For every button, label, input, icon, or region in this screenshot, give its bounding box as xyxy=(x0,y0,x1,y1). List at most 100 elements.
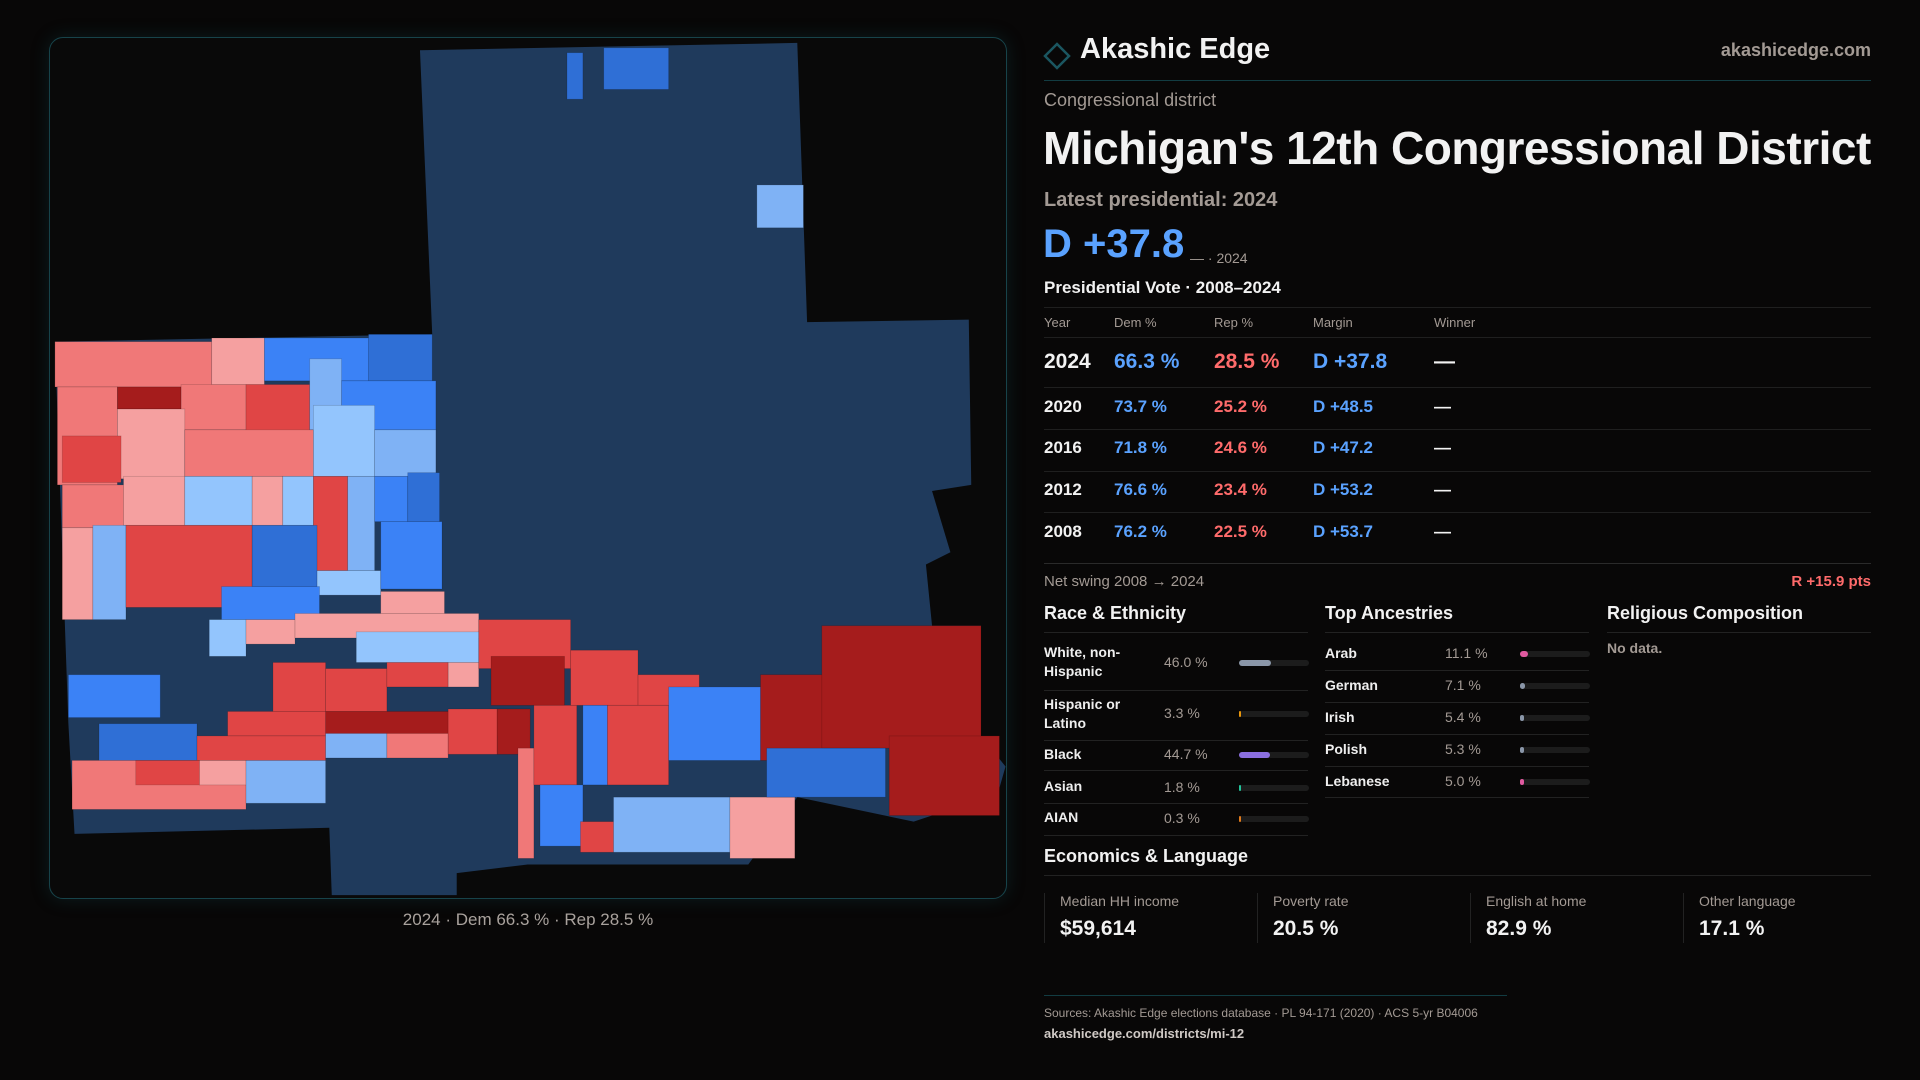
demo-value: 7.1 % xyxy=(1445,677,1481,693)
precinct-map-svg[interactable] xyxy=(50,38,1007,899)
column-header: Winner xyxy=(1434,315,1476,330)
cell-year: 2008 xyxy=(1044,522,1082,541)
precinct[interactable] xyxy=(447,708,498,755)
precinct[interactable] xyxy=(251,475,284,526)
precinct[interactable] xyxy=(668,686,761,761)
progress-fill xyxy=(1520,779,1524,785)
precinct[interactable] xyxy=(380,591,445,614)
race-title: Race & Ethnicity xyxy=(1044,603,1187,623)
precinct[interactable] xyxy=(580,821,614,853)
precinct[interactable] xyxy=(245,619,296,645)
precinct[interactable] xyxy=(325,733,388,759)
precinct[interactable] xyxy=(117,386,182,410)
precinct[interactable] xyxy=(760,674,825,761)
stat-card: Median HH income $59,614 xyxy=(1044,893,1257,943)
precinct[interactable] xyxy=(221,586,320,620)
progress-track xyxy=(1239,785,1309,791)
footer-divider xyxy=(1044,995,1507,996)
swing-value: R +15.9 pts xyxy=(1791,573,1871,590)
precinct[interactable] xyxy=(325,668,388,712)
stat-value: 82.9 % xyxy=(1486,917,1552,940)
demo-value: 0.3 % xyxy=(1164,810,1200,826)
precinct[interactable] xyxy=(533,704,578,786)
precinct[interactable] xyxy=(313,475,349,571)
precinct[interactable] xyxy=(347,475,376,571)
page-title: Michigan's 12th Congressional District xyxy=(1043,122,1871,174)
precinct[interactable] xyxy=(184,429,314,477)
economics-title: Economics & Language xyxy=(1044,846,1249,866)
precinct[interactable] xyxy=(407,472,440,523)
precinct[interactable] xyxy=(196,735,327,761)
precinct[interactable] xyxy=(180,384,247,431)
precinct[interactable] xyxy=(313,404,376,477)
precinct[interactable] xyxy=(607,704,670,786)
precinct[interactable] xyxy=(208,619,247,657)
site-link[interactable]: akashicedge.com xyxy=(1720,40,1871,60)
precinct[interactable] xyxy=(603,47,670,90)
precinct[interactable] xyxy=(282,475,314,526)
precinct[interactable] xyxy=(54,341,213,388)
precinct[interactable] xyxy=(582,704,608,786)
precinct[interactable] xyxy=(117,408,186,480)
precinct[interactable] xyxy=(766,747,886,798)
cell-margin: D +37.8 xyxy=(1313,350,1388,373)
precinct[interactable] xyxy=(245,760,327,804)
precinct[interactable] xyxy=(61,435,122,483)
precinct[interactable] xyxy=(888,735,1000,816)
progress-track xyxy=(1520,715,1590,721)
precinct[interactable] xyxy=(386,733,449,759)
precinct[interactable] xyxy=(61,484,124,529)
district-url[interactable]: akashicedge.com/districts/mi-12 xyxy=(1044,1026,1245,1041)
precinct[interactable] xyxy=(447,662,480,688)
column-header: Margin xyxy=(1313,315,1353,330)
precinct[interactable] xyxy=(729,796,796,859)
precinct[interactable] xyxy=(386,662,449,688)
precinct[interactable] xyxy=(251,524,318,587)
precinct[interactable] xyxy=(566,52,584,100)
precinct[interactable] xyxy=(245,384,311,433)
progress-track xyxy=(1520,779,1590,785)
precinct[interactable] xyxy=(380,521,443,590)
stat-value: 17.1 % xyxy=(1699,917,1765,940)
religion-empty: No data. xyxy=(1607,640,1663,656)
cell-dem: 66.3 % xyxy=(1114,350,1180,373)
precinct[interactable] xyxy=(227,711,327,737)
precinct[interactable] xyxy=(496,708,531,755)
precinct[interactable] xyxy=(61,527,94,620)
precinct[interactable] xyxy=(199,760,247,786)
precinct[interactable] xyxy=(123,475,186,526)
demo-label: White, non-Hispanic xyxy=(1044,644,1121,679)
precinct[interactable] xyxy=(570,649,639,706)
precinct[interactable] xyxy=(92,524,127,620)
stat-card: Other language 17.1 % xyxy=(1683,893,1896,943)
precinct[interactable] xyxy=(490,655,565,706)
stat-value: $59,614 xyxy=(1060,917,1136,940)
precinct[interactable] xyxy=(368,333,433,382)
divider xyxy=(1044,563,1871,564)
precinct[interactable] xyxy=(613,796,731,853)
district-map[interactable] xyxy=(49,37,1007,899)
precinct[interactable] xyxy=(135,760,200,786)
precinct[interactable] xyxy=(272,662,327,712)
precinct[interactable] xyxy=(539,784,584,847)
precinct[interactable] xyxy=(98,723,198,761)
precinct[interactable] xyxy=(355,631,480,663)
cell-rep: 28.5 % xyxy=(1214,350,1280,373)
precinct[interactable] xyxy=(374,475,409,523)
precinct[interactable] xyxy=(68,674,161,718)
cell-margin: D +53.7 xyxy=(1313,522,1374,541)
votes-title: Presidential Vote · 2008–2024 xyxy=(1044,278,1281,297)
divider xyxy=(1044,337,1871,338)
progress-fill xyxy=(1239,785,1241,791)
precinct[interactable] xyxy=(316,570,382,596)
precinct[interactable] xyxy=(374,429,437,477)
precinct[interactable] xyxy=(184,475,253,526)
cell-year: 2012 xyxy=(1044,480,1082,499)
cell-dem: 76.6 % xyxy=(1114,480,1167,499)
precinct[interactable] xyxy=(517,747,535,859)
table-row-divider xyxy=(1044,471,1871,472)
table-row-divider xyxy=(1044,512,1871,513)
precinct[interactable] xyxy=(756,184,804,229)
precinct[interactable] xyxy=(211,337,265,385)
precinct[interactable] xyxy=(821,625,982,749)
